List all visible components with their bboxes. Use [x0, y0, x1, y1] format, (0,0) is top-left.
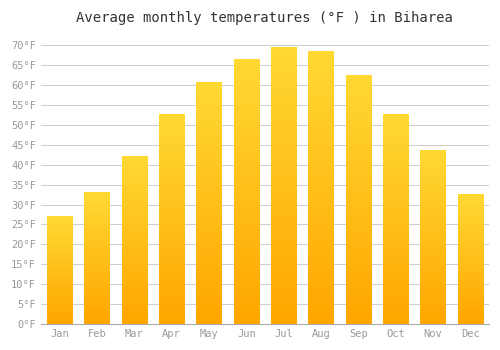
Title: Average monthly temperatures (°F ) in Biharea: Average monthly temperatures (°F ) in Bi… [76, 11, 454, 25]
